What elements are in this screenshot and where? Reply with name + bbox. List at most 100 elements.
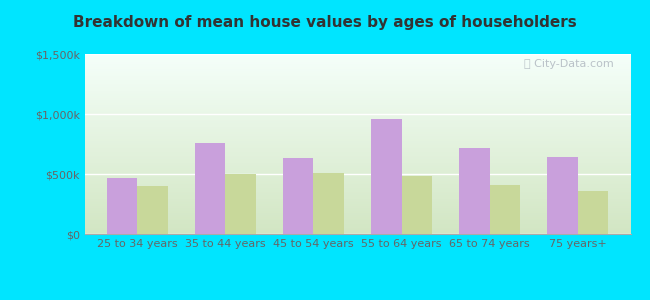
Bar	[489, 185, 521, 234]
Bar	[84, 146, 630, 148]
Bar	[84, 167, 630, 169]
Bar	[84, 88, 630, 90]
Bar	[84, 86, 630, 88]
Text: ⓘ City-Data.com: ⓘ City-Data.com	[525, 59, 614, 69]
Bar	[84, 216, 630, 218]
Bar	[84, 149, 630, 151]
Bar	[84, 56, 630, 58]
Bar	[84, 135, 630, 137]
Bar	[84, 59, 630, 61]
Bar	[84, 221, 630, 223]
Bar	[547, 157, 578, 234]
Bar	[578, 191, 608, 234]
Bar	[84, 115, 630, 117]
Bar	[84, 61, 630, 63]
Bar	[84, 128, 630, 130]
Bar	[84, 117, 630, 119]
Bar	[84, 202, 630, 203]
Bar	[370, 119, 402, 234]
Bar	[84, 110, 630, 112]
Bar	[84, 209, 630, 211]
Bar	[84, 162, 630, 164]
Bar	[84, 131, 630, 133]
Bar	[84, 81, 630, 83]
Bar	[84, 126, 630, 128]
Bar	[84, 121, 630, 122]
Bar	[84, 133, 630, 135]
Bar	[226, 174, 256, 234]
Text: Breakdown of mean house values by ages of householders: Breakdown of mean house values by ages o…	[73, 15, 577, 30]
Bar	[84, 148, 630, 149]
Bar	[107, 178, 137, 234]
Bar	[84, 65, 630, 67]
Bar	[84, 68, 630, 70]
Bar	[84, 155, 630, 157]
Bar	[84, 79, 630, 81]
Bar	[84, 106, 630, 108]
Bar	[84, 83, 630, 85]
Bar	[84, 184, 630, 185]
Bar	[84, 214, 630, 216]
Bar	[84, 151, 630, 153]
Bar	[84, 90, 630, 92]
Bar	[84, 175, 630, 176]
Bar	[84, 122, 630, 124]
Bar	[84, 182, 630, 184]
Bar	[84, 232, 630, 234]
Bar	[84, 104, 630, 106]
Bar	[84, 153, 630, 155]
Bar	[84, 200, 630, 202]
Bar	[84, 220, 630, 221]
Bar	[84, 180, 630, 182]
Bar	[84, 103, 630, 104]
Bar	[283, 158, 313, 234]
Bar	[84, 139, 630, 140]
Bar	[84, 97, 630, 99]
Bar	[84, 108, 630, 110]
Bar	[84, 85, 630, 86]
Bar	[84, 185, 630, 187]
Bar	[84, 101, 630, 103]
Bar	[84, 144, 630, 146]
Bar	[84, 207, 630, 209]
Bar	[84, 63, 630, 65]
Bar	[84, 187, 630, 189]
Bar	[84, 191, 630, 193]
Bar	[84, 223, 630, 225]
Bar	[84, 92, 630, 94]
Bar	[84, 137, 630, 139]
Bar	[84, 173, 630, 175]
Bar	[84, 99, 630, 101]
Bar	[84, 227, 630, 229]
Bar	[84, 218, 630, 220]
Bar	[84, 158, 630, 160]
Bar	[84, 140, 630, 142]
Bar	[84, 157, 630, 158]
Bar	[84, 67, 630, 68]
Bar	[84, 194, 630, 196]
Bar	[84, 77, 630, 79]
Bar	[313, 173, 345, 234]
Bar	[84, 178, 630, 180]
Bar	[84, 54, 630, 56]
Bar	[84, 94, 630, 95]
Bar	[84, 74, 630, 76]
Bar	[84, 189, 630, 191]
Bar	[84, 169, 630, 171]
Bar	[84, 130, 630, 131]
Bar	[84, 58, 630, 59]
Bar	[84, 70, 630, 72]
Bar	[84, 95, 630, 97]
Bar	[84, 76, 630, 77]
Bar	[194, 143, 226, 234]
Bar	[84, 211, 630, 212]
Bar	[84, 205, 630, 207]
Bar	[84, 225, 630, 227]
Bar	[84, 113, 630, 115]
Bar	[84, 160, 630, 162]
Bar	[402, 176, 432, 234]
Bar	[84, 176, 630, 178]
Bar	[84, 196, 630, 198]
Bar	[84, 142, 630, 144]
Bar	[84, 229, 630, 230]
